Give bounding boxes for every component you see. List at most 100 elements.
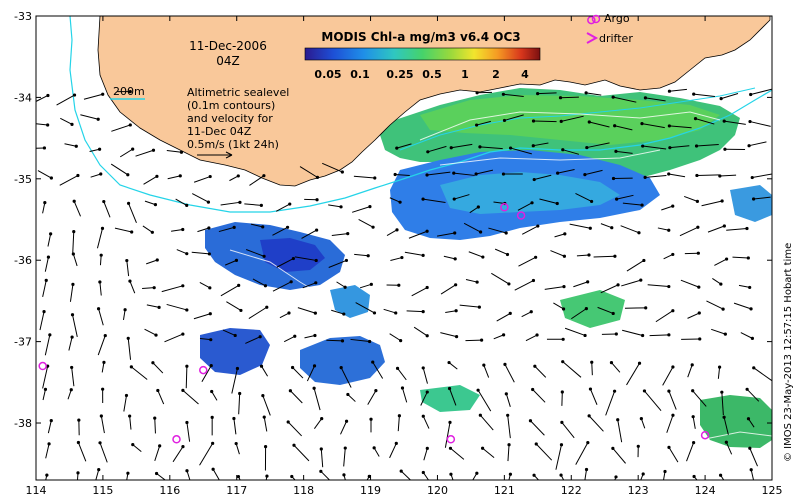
velocity-arrow xyxy=(613,124,633,131)
velocity-arrow xyxy=(89,147,102,152)
velocity-arrow xyxy=(393,172,410,177)
velocity-arrow xyxy=(369,417,373,433)
lon-tick-label: 122 xyxy=(561,484,582,497)
velocity-arrow xyxy=(666,413,675,433)
velocity-arrow xyxy=(532,174,552,182)
velocity-arrow xyxy=(440,283,458,295)
velocity-arrow xyxy=(42,278,48,297)
lon-tick-label: 114 xyxy=(26,484,47,497)
velocity-arrow xyxy=(534,442,553,461)
velocity-arrow xyxy=(262,415,268,432)
velocity-arrow xyxy=(443,255,457,261)
isobath-200m xyxy=(69,16,772,213)
velocity-arrow xyxy=(397,414,401,432)
velocity-arrow xyxy=(583,169,603,177)
velocity-arrow xyxy=(199,338,213,342)
velocity-arrow xyxy=(372,446,380,457)
velocity-arrow xyxy=(585,142,610,150)
velocity-arrow xyxy=(220,200,242,206)
argo-float-marker xyxy=(516,211,526,220)
velocity-arrow xyxy=(600,283,620,294)
velocity-arrow xyxy=(532,473,540,480)
velocity-arrow xyxy=(98,441,108,463)
velocity-arrow xyxy=(478,413,494,431)
sealevel-note-line-3: and velocity for xyxy=(187,112,273,125)
velocity-arrow xyxy=(694,144,719,148)
velocity-arrow xyxy=(172,445,185,463)
velocity-arrow xyxy=(36,123,50,127)
velocity-arrow xyxy=(521,310,533,318)
lon-tick-label: 124 xyxy=(695,484,716,497)
velocity-arrow xyxy=(687,363,694,378)
velocity-arrow xyxy=(128,279,136,294)
velocity-arrow xyxy=(423,446,429,461)
lon-tick-label: 121 xyxy=(494,484,515,497)
velocity-arrow xyxy=(99,414,105,434)
colorbar-gradient xyxy=(304,47,541,61)
drifter-legend-label: drifter xyxy=(599,32,633,45)
velocity-arrow xyxy=(261,394,271,416)
velocity-arrow xyxy=(584,467,589,480)
sealevel-contour-a xyxy=(419,111,721,141)
velocity-arrow xyxy=(199,441,215,466)
velocity-arrow xyxy=(620,225,641,235)
velocity-arrow xyxy=(554,232,567,238)
velocity-arrow xyxy=(474,169,494,176)
lon-tick-label: 125 xyxy=(762,484,783,497)
velocity-arrow xyxy=(746,417,755,428)
velocity-arrow xyxy=(663,469,667,480)
velocity-arrow xyxy=(80,114,100,121)
velocity-arrow xyxy=(752,366,772,382)
velocity-arrow xyxy=(70,313,78,338)
velocity-arrow xyxy=(390,255,404,261)
velocity-arrow xyxy=(695,173,720,178)
velocity-arrow xyxy=(283,334,297,343)
velocity-arrow xyxy=(559,115,584,123)
velocity-arrow xyxy=(528,419,545,436)
velocity-arrow xyxy=(193,312,212,320)
velocity-arrow xyxy=(426,145,447,154)
velocity-arrow xyxy=(211,467,220,480)
velocity-arrow xyxy=(561,360,582,378)
argo-float-markers xyxy=(38,16,710,444)
velocity-arrow xyxy=(609,361,621,373)
velocity-arrow xyxy=(166,303,189,312)
velocity-arrow xyxy=(667,88,687,93)
velocity-arrow xyxy=(533,364,547,378)
velocity-arrow xyxy=(465,338,484,342)
velocity-arrow xyxy=(354,253,370,258)
velocity-arrow xyxy=(421,366,428,384)
velocity-arrow xyxy=(245,249,266,258)
chl-patch-southeast-small xyxy=(560,290,625,328)
velocity-arrow xyxy=(386,283,401,287)
velocity-arrow xyxy=(122,308,127,320)
velocity-arrow xyxy=(679,225,700,237)
velocity-arrow xyxy=(655,309,675,323)
velocity-arrow xyxy=(42,387,48,401)
velocity-arrow xyxy=(144,200,158,207)
velocity-arrow xyxy=(210,389,218,401)
velocity-arrow xyxy=(468,251,485,259)
velocity-arrow xyxy=(558,96,579,100)
velocity-arrow xyxy=(518,255,538,267)
velocity-arrow xyxy=(265,474,269,480)
velocity-arrow xyxy=(692,92,716,98)
velocity-arrow xyxy=(185,364,189,389)
velocity-arrow xyxy=(336,281,347,289)
velocity-arrow xyxy=(494,248,510,257)
velocity-arrow xyxy=(220,283,241,297)
velocity-arrow xyxy=(624,306,648,310)
velocity-arrow xyxy=(306,364,317,382)
velocity-arrow xyxy=(692,474,698,480)
velocity-arrow xyxy=(475,91,492,95)
velocity-arrow xyxy=(657,227,671,232)
velocity-arrow xyxy=(488,227,508,235)
velocity-arrow xyxy=(244,203,263,207)
axis-ticks: 114 115 116 117 118 119 120 121 122 123 124 125-33-… xyxy=(14,10,782,497)
velocity-arrow xyxy=(408,229,429,239)
velocity-arrow xyxy=(193,174,212,183)
velocity-arrow xyxy=(747,141,767,148)
velocity-arrow xyxy=(367,389,378,405)
velocity-arrow xyxy=(399,469,412,480)
velocity-arrow xyxy=(425,171,451,177)
